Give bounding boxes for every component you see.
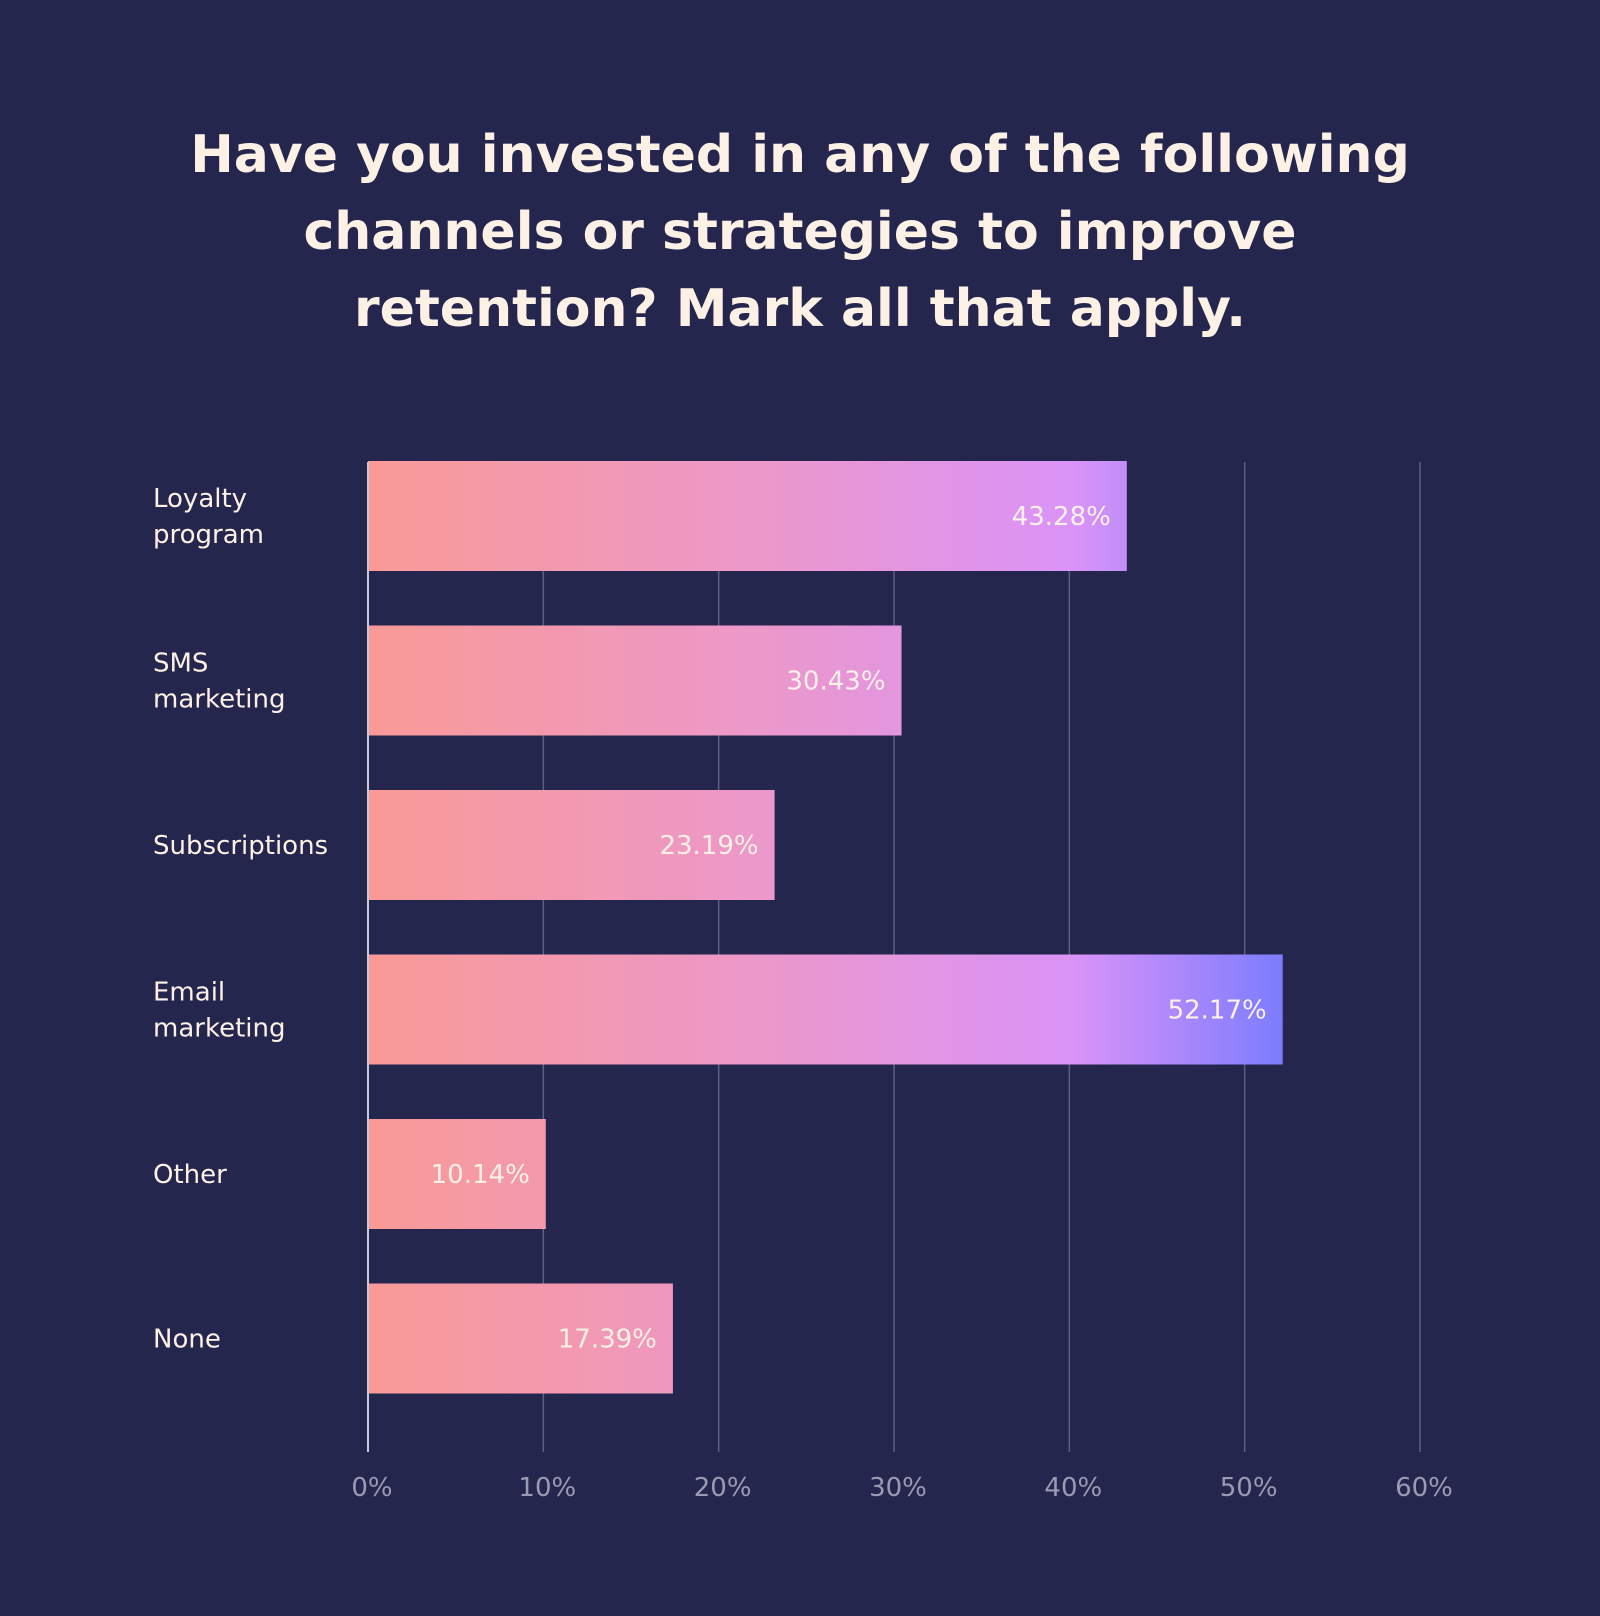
- bar: [368, 625, 902, 736]
- category-label: Loyalty program: [153, 484, 264, 550]
- category-label: SMS marketing: [153, 649, 285, 715]
- bar-value-label: 17.39%: [558, 1325, 657, 1355]
- chart-title-line: retention? Mark all that apply.: [354, 279, 1246, 339]
- category-label: Other: [153, 1160, 227, 1190]
- category-label: Subscriptions: [153, 831, 328, 861]
- x-tick-label: 40%: [1044, 1473, 1102, 1503]
- bars: 43.28% 30.43% 23.19% 52.17% 10.14% 17.39%: [368, 461, 1283, 1394]
- bar: [368, 1283, 673, 1394]
- bar-value-label: 43.28%: [1012, 502, 1111, 532]
- category-labels: Loyalty program SMS marketing Subscriptions E…: [153, 484, 328, 1355]
- bar-value-label: 30.43%: [786, 667, 885, 697]
- category-label: Email marketing: [153, 978, 285, 1044]
- bar-value-label: 10.14%: [431, 1160, 530, 1190]
- x-tick-label: 30%: [869, 1473, 927, 1503]
- x-tick-label: 20%: [694, 1473, 752, 1503]
- x-tick-label: 0%: [351, 1473, 392, 1503]
- bar: [368, 954, 1283, 1065]
- bar: [368, 1119, 546, 1229]
- bar-value-label: 23.19%: [659, 831, 758, 861]
- chart-title: Have you invested in any of the followin…: [190, 125, 1410, 339]
- bar: [368, 790, 775, 900]
- chart-title-line: channels or strategies to improve: [303, 202, 1296, 262]
- bar: [368, 461, 1127, 571]
- chart-title-line: Have you invested in any of the followin…: [190, 125, 1410, 185]
- x-tick-label: 50%: [1220, 1473, 1278, 1503]
- x-tick-label: 60%: [1395, 1473, 1453, 1503]
- x-tick-labels: 0% 10% 20% 30% 40% 50% 60%: [351, 1473, 1453, 1503]
- bar-value-label: 52.17%: [1168, 996, 1267, 1026]
- category-label: None: [153, 1325, 221, 1355]
- x-tick-label: 10%: [518, 1473, 576, 1503]
